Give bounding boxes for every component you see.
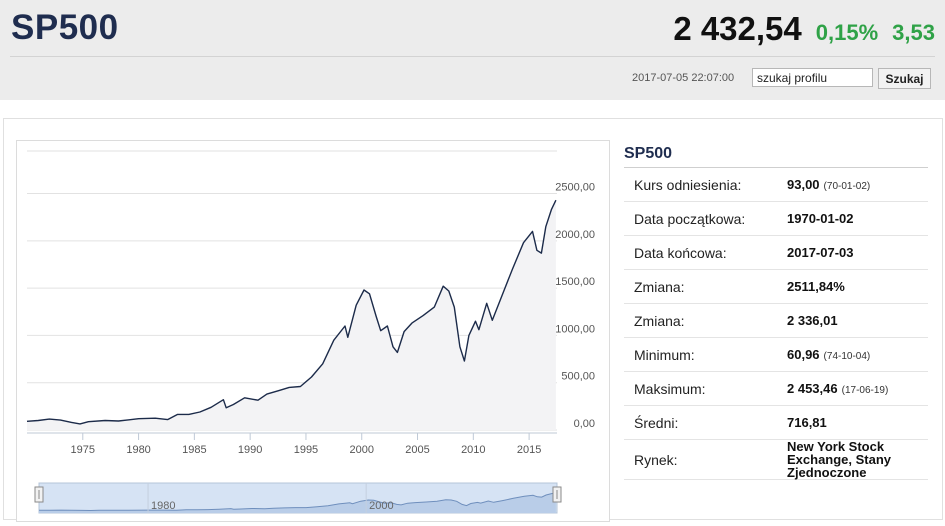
x-tick-label: 2010 (461, 444, 485, 456)
info-value-text: 2 336,01 (787, 313, 838, 328)
y-axis-labels: 0,00 500,00 1000,00 1500,00 2000,00 2500,00 (555, 182, 595, 430)
y-tick-label: 500,00 (561, 371, 595, 383)
info-row: Data początkowa: 1970-01-02 (624, 201, 928, 236)
navigator-area (39, 492, 556, 513)
quote-timestamp: 2017-07-05 22:07:00 (632, 72, 735, 84)
info-row: Zmiana: 2 336,01 (624, 303, 928, 338)
info-label: Maksimum: (624, 371, 777, 406)
info-title: SP500 (624, 140, 928, 168)
x-tick-label: 1985 (182, 444, 206, 456)
y-tick-label: 0,00 (574, 418, 595, 430)
info-label: Minimum: (624, 337, 777, 372)
chart-container: 0,00 500,00 1000,00 1500,00 2000,00 2500,00 1… (16, 140, 610, 522)
info-table: Kurs odniesienia: 93,00 (70-01-02) Data poc… (624, 168, 928, 480)
info-value: 1970-01-02 (777, 201, 928, 236)
info-value: 2 453,46 (17-06-19) (777, 371, 928, 406)
profile-search-input[interactable] (752, 68, 873, 87)
y-tick-label: 2500,00 (555, 182, 595, 194)
x-tick-label: 2005 (405, 444, 429, 456)
price-chart[interactable]: 0,00 500,00 1000,00 1500,00 2000,00 2500,00 1… (17, 141, 609, 521)
info-value-text: 93,00 (787, 177, 820, 192)
page-title: SP500 (11, 8, 119, 47)
info-value: 2017-07-03 (777, 235, 928, 270)
info-value-text: 2 453,46 (787, 381, 838, 396)
x-tick-label: 1975 (71, 444, 95, 456)
info-row: Średni: 716,81 (624, 405, 928, 440)
info-value-date: (17-06-19) (841, 385, 889, 396)
x-axis: 1975 1980 1985 1990 1995 2000 2005 2010 2015 (27, 432, 557, 456)
x-tick-label: 1995 (294, 444, 318, 456)
x-tick-label: 2000 (349, 444, 373, 456)
navigator-label: 1980 (151, 500, 175, 512)
navigator-line (39, 492, 556, 512)
info-label: Zmiana: (624, 303, 777, 338)
change-value: 3,53 (892, 20, 935, 45)
info-value-text: 2511,84% (787, 279, 845, 294)
x-tick-label: 1980 (126, 444, 150, 456)
x-tick-label: 1990 (238, 444, 262, 456)
info-value-text: 1970-01-02 (787, 211, 854, 226)
info-value-text: 60,96 (787, 347, 820, 362)
x-tick-label: 2015 (517, 444, 541, 456)
chart-series (26, 199, 557, 430)
y-tick-label: 1500,00 (555, 276, 595, 288)
info-value-text: 716,81 (787, 415, 827, 430)
info-value: 60,96 (74-10-04) (777, 337, 928, 372)
current-price: 2 432,54 (673, 10, 802, 47)
info-label: Zmiana: (624, 269, 777, 304)
info-label: Data końcowa: (624, 235, 777, 270)
info-value-date: (70-01-02) (823, 181, 871, 192)
info-row: Data końcowa: 2017-07-03 (624, 235, 928, 270)
info-value: 716,81 (777, 405, 928, 440)
navigator-label: 2000 (369, 500, 393, 512)
series-line (26, 199, 557, 425)
info-row: Minimum: 60,96 (74-10-04) (624, 337, 928, 372)
info-value: New York Stock Exchange, Stany Zjednoczo… (777, 439, 928, 480)
info-value-text: 2017-07-03 (787, 245, 854, 260)
y-tick-label: 1000,00 (555, 323, 595, 335)
search-button[interactable]: Szukaj (878, 68, 931, 89)
info-label: Kurs odniesienia: (624, 168, 777, 202)
info-row: Zmiana: 2511,84% (624, 269, 928, 304)
info-label: Data początkowa: (624, 201, 777, 236)
info-row: Rynek: New York Stock Exchange, Stany Zje… (624, 439, 928, 480)
quote-box: 2 432,54 0,15% 3,53 (673, 10, 935, 48)
info-value: 93,00 (70-01-02) (777, 168, 928, 202)
info-row: Maksimum: 2 453,46 (17-06-19) (624, 371, 928, 406)
info-row: Kurs odniesienia: 93,00 (70-01-02) (624, 168, 928, 202)
header-divider (10, 56, 935, 57)
y-tick-label: 2000,00 (555, 229, 595, 241)
info-value: 2 336,01 (777, 303, 928, 338)
series-area (27, 200, 556, 430)
range-navigator[interactable]: 1980 2000 (34, 482, 562, 514)
info-value-text: New York Stock Exchange, Stany Zjednoczo… (787, 439, 892, 480)
info-label: Rynek: (624, 439, 777, 480)
change-percent: 0,15% (815, 20, 879, 45)
header: SP500 2 432,54 0,15% 3,53 2017-07-05 22:… (0, 0, 945, 100)
info-value: 2511,84% (777, 269, 928, 304)
profile-info: SP500 Kurs odniesienia: 93,00 (70-01-02) Da… (624, 140, 928, 480)
info-value-date: (74-10-04) (823, 351, 871, 362)
info-label: Średni: (624, 405, 777, 440)
